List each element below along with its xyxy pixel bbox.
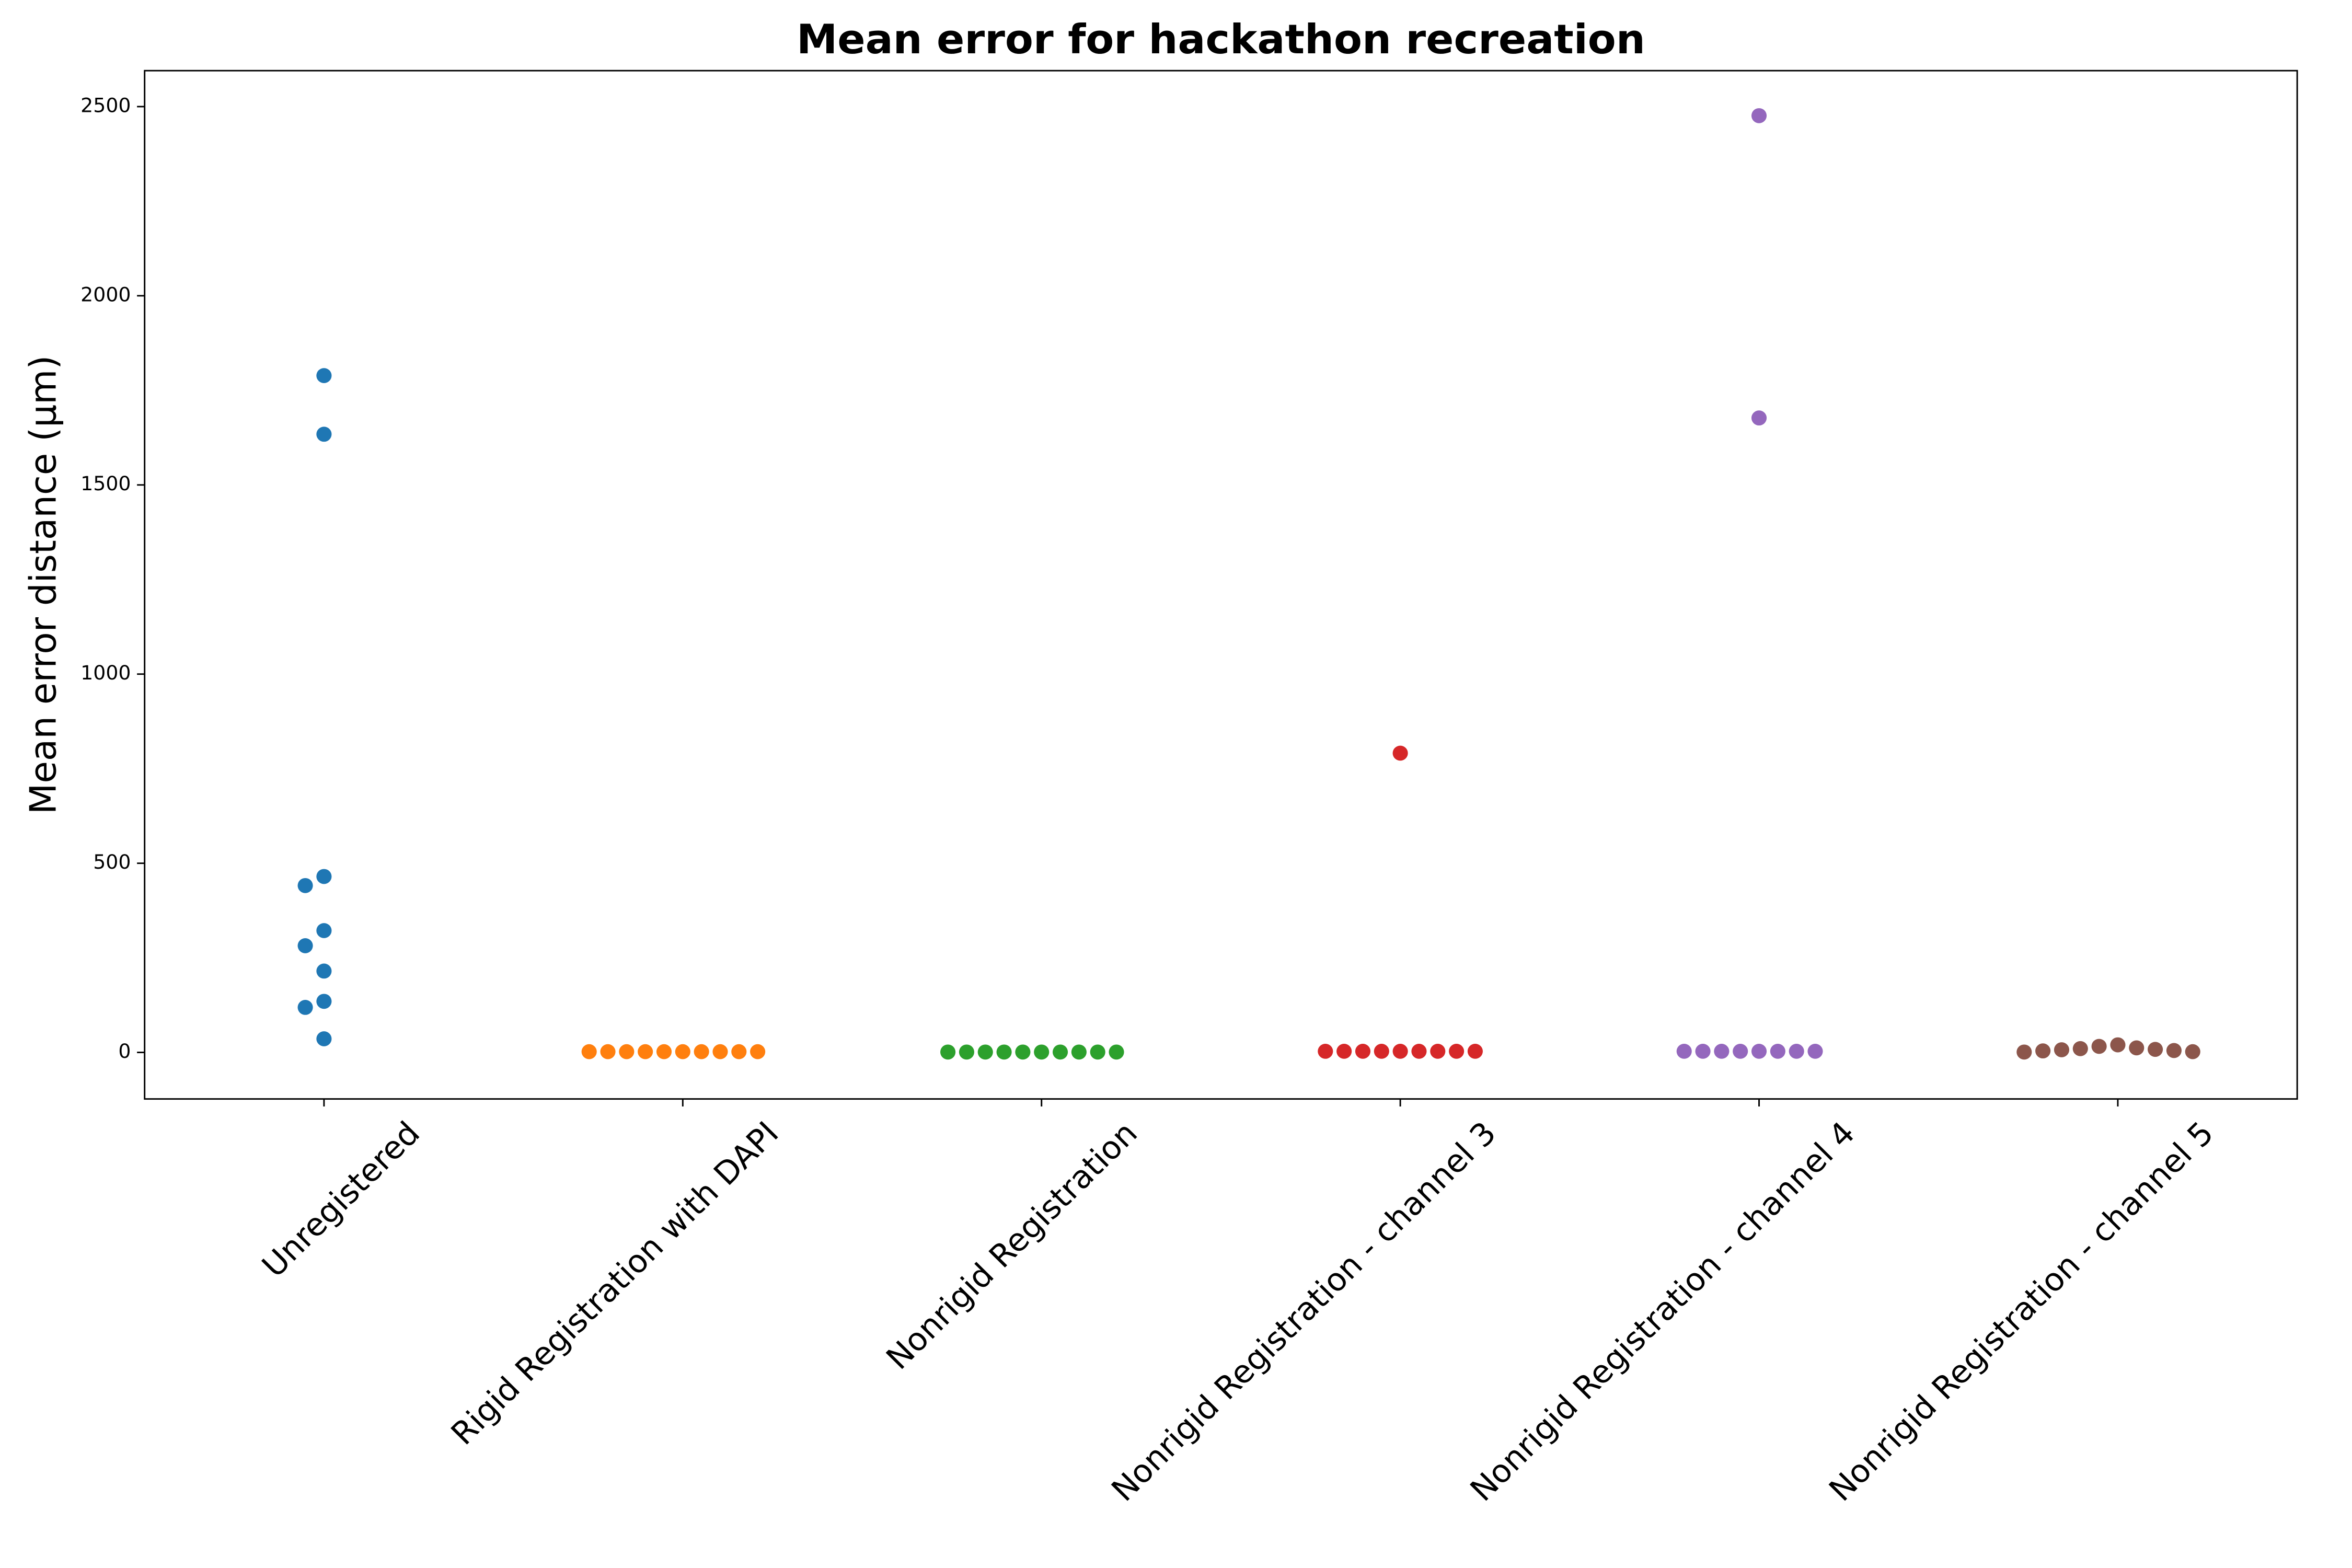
data-point <box>1109 1044 1124 1060</box>
data-point <box>297 938 313 953</box>
data-point <box>675 1044 690 1059</box>
data-point <box>2166 1043 2182 1058</box>
x-tick-label: Nonrigid Registration - channel 3 <box>1105 1115 1504 1508</box>
data-point <box>2129 1040 2145 1056</box>
data-point <box>2072 1041 2088 1056</box>
x-tick-label: Nonrigid Registration - channel 4 <box>1463 1115 1862 1508</box>
data-point <box>977 1044 993 1060</box>
data-point <box>2110 1037 2126 1053</box>
data-point <box>1318 1044 1333 1059</box>
data-point <box>1751 108 1767 123</box>
data-point <box>959 1044 974 1060</box>
y-tick-label: 500 <box>93 850 131 873</box>
data-point <box>2148 1042 2163 1057</box>
data-point <box>1052 1044 1068 1060</box>
y-tick-label: 1500 <box>80 472 131 495</box>
data-point <box>619 1044 635 1059</box>
y-tick-label: 2500 <box>80 94 131 117</box>
data-point <box>694 1044 709 1059</box>
data-point <box>1676 1044 1692 1059</box>
data-point <box>638 1044 653 1059</box>
y-axis-label: Mean error distance (µm) <box>22 355 65 814</box>
data-point <box>1015 1044 1031 1060</box>
data-point <box>996 1044 1012 1060</box>
data-point <box>712 1044 728 1059</box>
x-tick-label: Nonrigid Registration - channel 5 <box>1823 1115 2221 1508</box>
data-point <box>1034 1044 1050 1060</box>
data-point <box>316 869 332 884</box>
data-point <box>1336 1044 1352 1059</box>
data-point <box>1714 1044 1730 1059</box>
data-point <box>2091 1039 2107 1054</box>
data-point <box>316 994 332 1009</box>
data-point <box>2035 1043 2051 1059</box>
data-point <box>1392 745 1408 761</box>
data-point <box>1467 1044 1483 1059</box>
data-point <box>656 1044 672 1059</box>
data-point <box>1411 1044 1427 1059</box>
data-point <box>1355 1044 1371 1059</box>
data-point <box>2016 1044 2032 1060</box>
data-point <box>1789 1044 1804 1059</box>
data-point <box>297 878 313 893</box>
data-point <box>316 923 332 938</box>
data-point <box>1807 1044 1823 1059</box>
chart-title: Mean error for hackathon recreation <box>797 16 1645 63</box>
data-point <box>316 426 332 442</box>
data-point <box>1770 1044 1785 1059</box>
x-tick-label: Nonrigid Registration <box>880 1115 1145 1377</box>
data-point <box>1695 1044 1711 1059</box>
data-point <box>750 1044 766 1059</box>
data-point <box>1090 1044 1105 1060</box>
y-tick-label: 1000 <box>80 661 131 684</box>
data-point <box>731 1044 747 1059</box>
data-point <box>1374 1044 1389 1059</box>
data-point <box>1733 1044 1748 1059</box>
plot-frame <box>144 70 2298 1100</box>
data-point <box>1392 1044 1408 1059</box>
data-point <box>1449 1044 1465 1059</box>
data-point <box>316 368 332 383</box>
data-point <box>1751 1044 1767 1059</box>
x-tick-label: Unregistered <box>255 1115 427 1285</box>
data-point <box>581 1044 597 1059</box>
data-point <box>1430 1044 1446 1059</box>
data-point <box>2185 1044 2200 1059</box>
y-tick-label: 0 <box>118 1040 131 1063</box>
data-point <box>316 1031 332 1046</box>
data-point <box>1751 410 1767 426</box>
x-tick-label: Rigid Registration with DAPI <box>444 1115 786 1452</box>
data-point <box>2054 1042 2070 1057</box>
data-point <box>316 963 332 979</box>
data-point <box>940 1044 956 1060</box>
data-point <box>600 1044 616 1059</box>
data-point <box>297 1000 313 1015</box>
y-tick-label: 2000 <box>80 283 131 306</box>
data-point <box>1071 1044 1087 1060</box>
